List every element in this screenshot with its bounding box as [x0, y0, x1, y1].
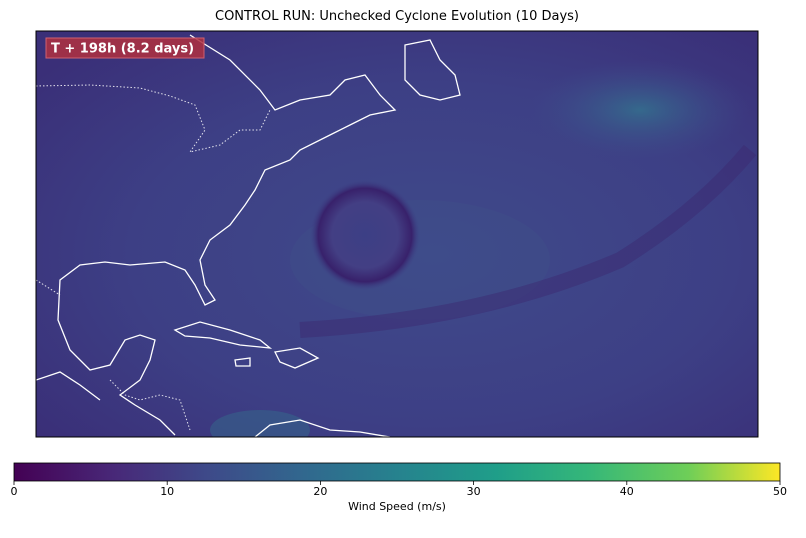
- annotation: T + 198h (8.2 days): [51, 42, 194, 57]
- border: [36, 84, 271, 431]
- title: CONTROL RUN: Unchecked Cyclone Evolution…: [215, 9, 579, 24]
- colorbar-tick-label: 20: [313, 485, 327, 498]
- map-frame: [35, 30, 759, 438]
- colorbar-label: Wind Speed (m/s): [348, 500, 446, 513]
- colorbar-tick-label: 40: [620, 485, 634, 498]
- colorbar-tick-label: 50: [773, 485, 787, 498]
- colorbar: [13, 462, 781, 482]
- map: [36, 31, 758, 437]
- colorbar-rect: [13, 462, 781, 482]
- annotation-box: [45, 37, 205, 59]
- colorbar-tick-label: 10: [160, 485, 174, 498]
- colorbar-tick-label: 30: [467, 485, 481, 498]
- coastline: [36, 34, 461, 437]
- colorbar-tick-label: 0: [11, 485, 18, 498]
